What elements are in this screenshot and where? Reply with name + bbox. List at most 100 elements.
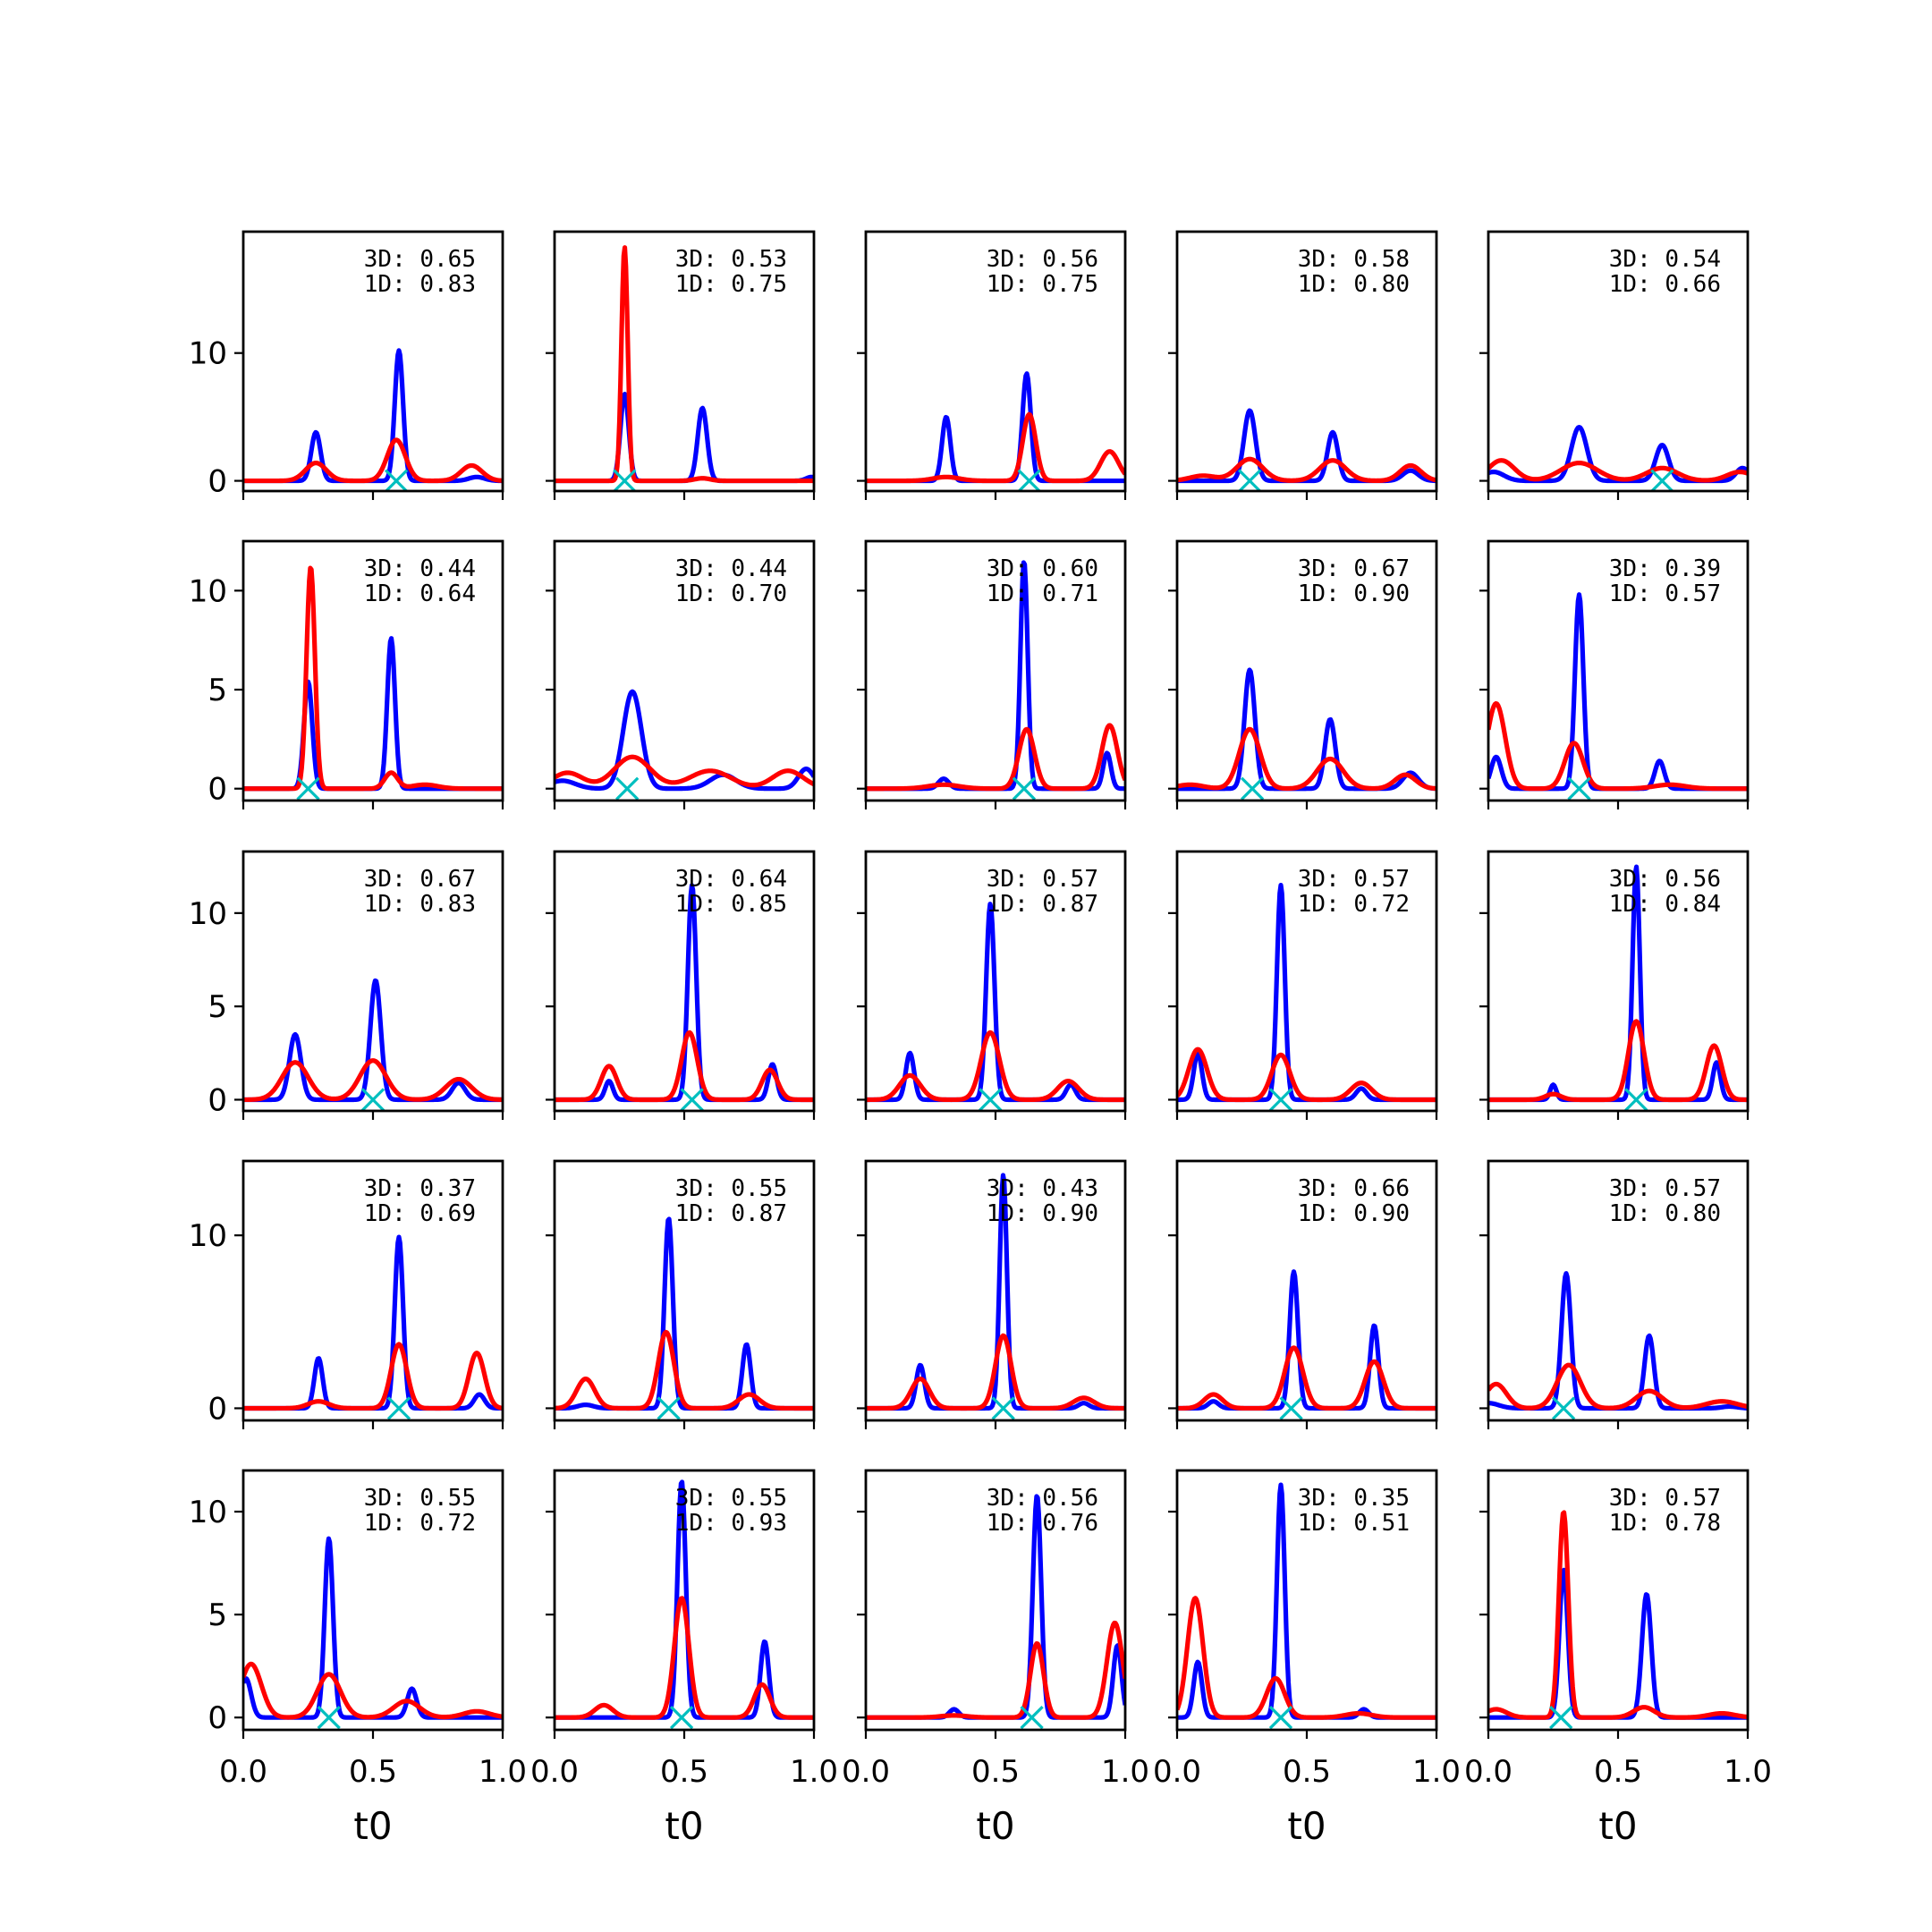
x-marker: [386, 1396, 411, 1420]
x-marker: [1240, 776, 1265, 801]
blue-series-line: [243, 1234, 503, 1411]
score-3d-label: 3D: 0.60: [987, 555, 1098, 582]
blue-series-line: [555, 689, 814, 792]
red-series-line: [555, 1030, 814, 1103]
plot-area: [555, 689, 814, 801]
x-tick-label: 0.0: [219, 1754, 267, 1790]
score-3d-label: 3D: 0.58: [1298, 246, 1410, 273]
y-tick-label: 0: [208, 464, 227, 500]
plot-area: [1177, 1269, 1436, 1420]
x-tick-label: 0.0: [530, 1754, 579, 1790]
red-series-line: [866, 411, 1125, 484]
red-series-line: [1488, 1362, 1748, 1411]
plot-area: [243, 348, 503, 491]
x-axis-label: t0: [665, 1804, 703, 1848]
y-tick-label: 0: [208, 1700, 227, 1736]
score-1d-label: 1D: 0.93: [675, 1510, 787, 1537]
plot-area: [243, 1234, 503, 1420]
y-tick-label: 5: [208, 989, 227, 1025]
red-series-line: [243, 565, 503, 792]
red-series-line: [1488, 700, 1748, 792]
red-series-line: [555, 1596, 814, 1720]
x-marker: [1650, 469, 1674, 491]
plot-area: [1177, 408, 1436, 491]
plot-area: [1488, 864, 1748, 1111]
score-1d-label: 1D: 0.80: [1609, 1200, 1721, 1227]
plot-area: [555, 1216, 814, 1420]
y-tick-label: 10: [189, 336, 227, 372]
score-1d-label: 1D: 0.64: [364, 580, 476, 607]
score-3d-label: 3D: 0.57: [1298, 866, 1410, 893]
plot-area: [1488, 1271, 1748, 1420]
score-1d-label: 1D: 0.51: [1298, 1510, 1410, 1537]
blue-series-line: [555, 1479, 814, 1720]
score-1d-label: 1D: 0.70: [675, 580, 787, 607]
plot-area: [1177, 882, 1436, 1111]
score-3d-label: 3D: 0.56: [987, 246, 1098, 273]
x-tick-label: 0.0: [1464, 1754, 1513, 1790]
x-marker: [1551, 1396, 1576, 1420]
x-marker: [657, 1396, 681, 1420]
plot-area: [866, 1173, 1125, 1420]
blue-series-line: [866, 371, 1125, 484]
red-series-line: [1488, 1510, 1748, 1720]
plot-area: [866, 560, 1125, 801]
blue-series-line: [1488, 1567, 1748, 1720]
x-axis-label: t0: [976, 1804, 1014, 1848]
blue-series-line: [1488, 1271, 1748, 1411]
score-3d-label: 3D: 0.53: [675, 246, 787, 273]
x-marker: [1279, 1396, 1303, 1420]
y-tick-label: 0: [208, 1082, 227, 1118]
plot-area: [555, 245, 814, 491]
y-tick-label: 10: [189, 1218, 227, 1254]
score-1d-label: 1D: 0.72: [1298, 891, 1410, 918]
score-1d-label: 1D: 0.90: [987, 1200, 1098, 1227]
score-3d-label: 3D: 0.57: [1609, 1485, 1721, 1512]
score-3d-label: 3D: 0.56: [987, 1485, 1098, 1512]
plot-area: [555, 1479, 814, 1730]
plot-area: [243, 1536, 503, 1730]
y-tick-label: 5: [208, 673, 227, 708]
red-series-line: [243, 1342, 503, 1411]
x-tick-label: 1.0: [1724, 1754, 1772, 1790]
score-1d-label: 1D: 0.85: [675, 891, 787, 918]
x-marker: [1624, 1088, 1648, 1111]
plot-area: [1488, 424, 1748, 491]
red-series-line: [1177, 456, 1436, 484]
blue-series-line: [866, 902, 1125, 1103]
x-tick-label: 0.5: [660, 1754, 708, 1790]
score-3d-label: 3D: 0.55: [675, 1175, 787, 1202]
red-series-line: [555, 754, 814, 788]
score-3d-label: 3D: 0.67: [364, 866, 476, 893]
x-marker: [991, 1396, 1015, 1420]
x-marker: [1567, 776, 1591, 801]
x-tick-label: 1.0: [479, 1754, 527, 1790]
score-1d-label: 1D: 0.87: [675, 1200, 787, 1227]
score-1d-label: 1D: 0.87: [987, 891, 1098, 918]
score-1d-label: 1D: 0.90: [1298, 1200, 1410, 1227]
score-3d-label: 3D: 0.66: [1298, 1175, 1410, 1202]
